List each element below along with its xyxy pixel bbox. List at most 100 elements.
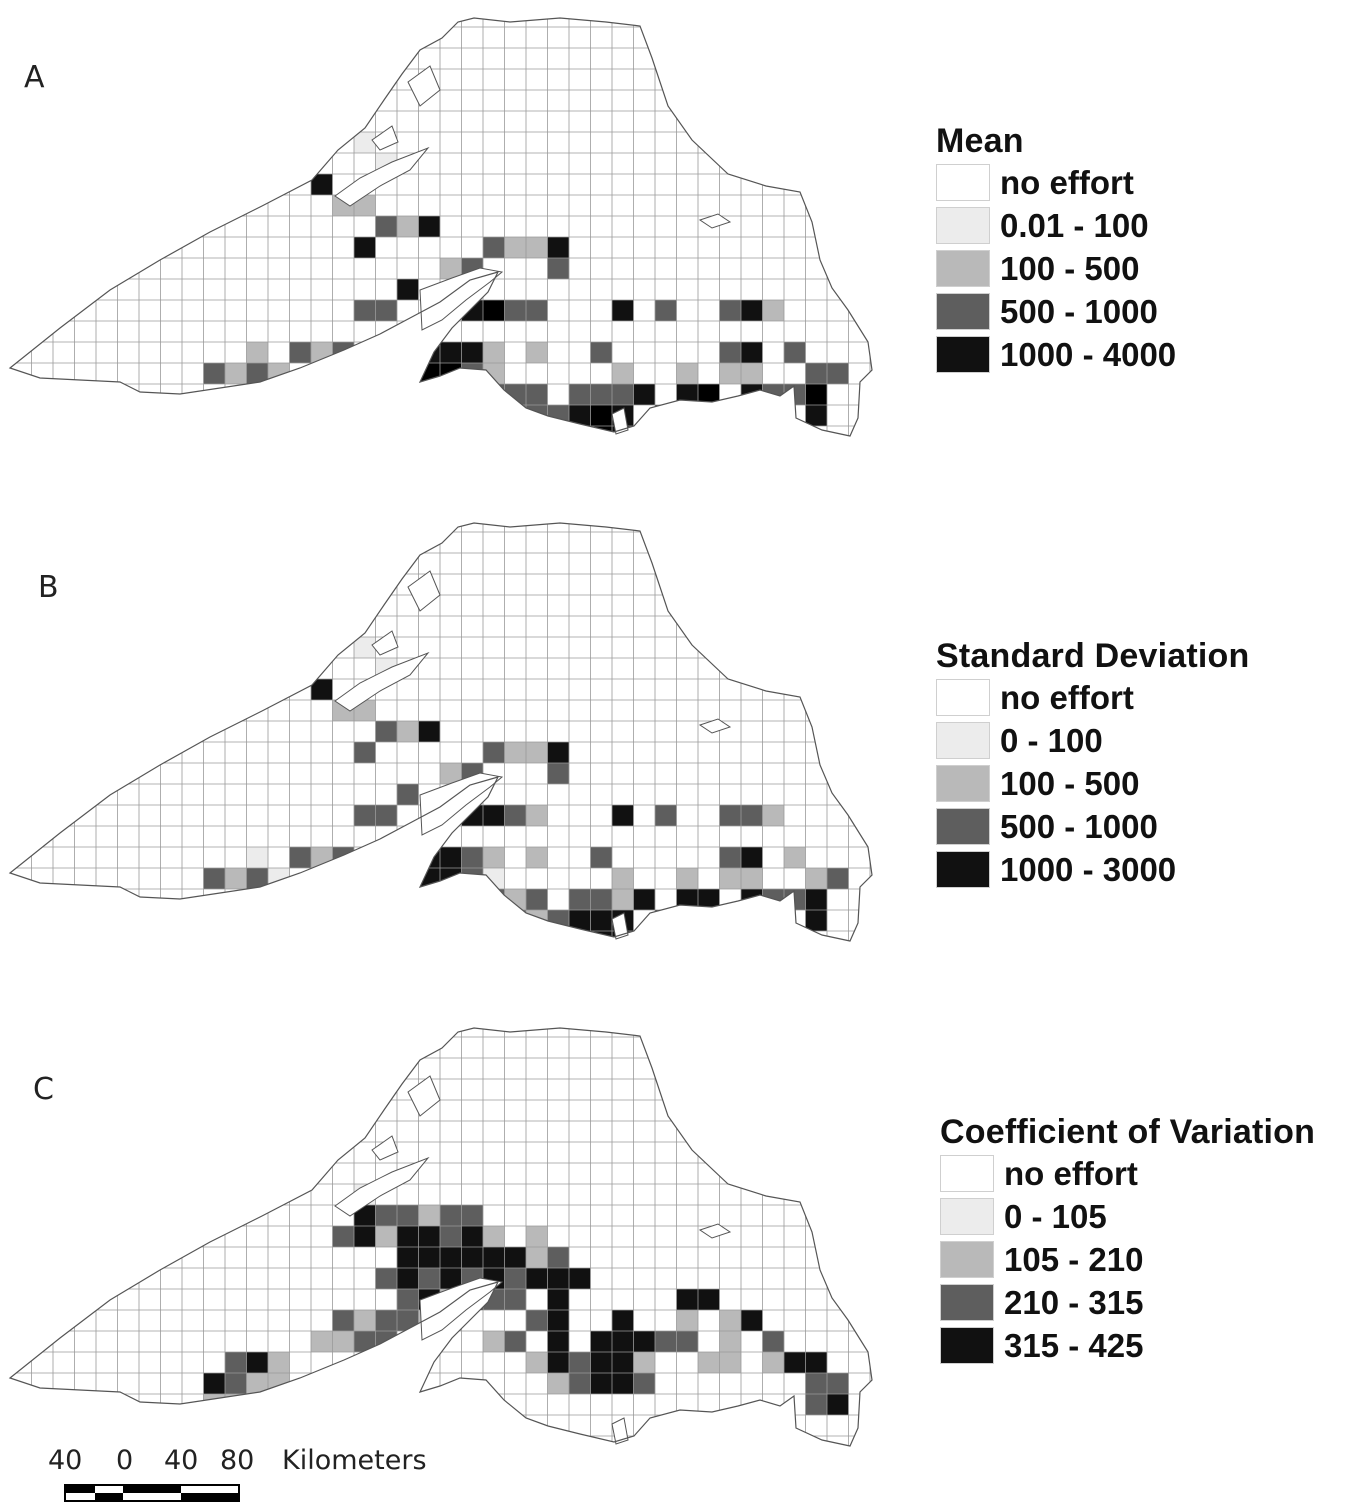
grid-cell: [805, 910, 827, 931]
grid-cell: [526, 910, 548, 931]
legend-label: no effort: [1000, 678, 1134, 716]
grid-cell: [547, 910, 569, 931]
grid-cell: [612, 1373, 634, 1394]
legend-label: no effort: [1004, 1154, 1138, 1192]
grid-cell: [547, 1310, 569, 1331]
scale-tick-label: 40: [164, 1445, 199, 1476]
grid-cell: [418, 868, 440, 889]
grid-cell: [741, 805, 763, 826]
grid-cell: [547, 1289, 569, 1310]
grid-cell: [827, 1373, 849, 1394]
grid-cell: [676, 405, 698, 426]
island-shape: [371, 1135, 399, 1161]
grid-cell: [655, 1331, 677, 1352]
panel-a-letter: A: [24, 60, 45, 95]
grid-cell: [719, 1352, 741, 1373]
grid-cell: [526, 405, 548, 426]
grid-cell: [633, 384, 655, 405]
grid-cell: [483, 847, 505, 868]
grid-cell: [418, 363, 440, 384]
grid-cell: [590, 1373, 612, 1394]
grid-cell: [225, 1352, 247, 1373]
grid-cell: [719, 805, 741, 826]
grid-cell: [698, 889, 720, 910]
legend-title: Standard Deviation: [936, 637, 1250, 675]
grid-cell: [698, 384, 720, 405]
island-shape: [371, 125, 399, 151]
grid-cell: [526, 742, 548, 763]
grid-cell: [526, 300, 548, 321]
grid-cell: [268, 1373, 290, 1394]
grid-cell: [354, 1310, 376, 1331]
grid-cell: [719, 300, 741, 321]
grid-cell: [655, 910, 677, 931]
grid-cell: [440, 868, 462, 889]
grid-cell: [332, 1331, 354, 1352]
grid-cell: [397, 1205, 419, 1226]
grid-cell: [612, 889, 634, 910]
legend-item: 500 - 1000: [936, 805, 1249, 848]
grid-cell: [569, 931, 591, 941]
grid-cell: [397, 279, 419, 300]
legend-label: 500 - 1000: [1000, 292, 1158, 330]
legend-label: 100 - 500: [1000, 764, 1140, 802]
grid-cell: [784, 1352, 806, 1373]
panel-c-letter: C: [33, 1072, 54, 1107]
grid-cell: [676, 889, 698, 910]
shoreline: [8, 17, 873, 437]
grid-cell: [311, 679, 333, 700]
grid-cell: [483, 742, 505, 763]
grid-cell: [375, 1331, 397, 1352]
legend-label: no effort: [1000, 163, 1134, 201]
legend-swatch: [936, 851, 990, 888]
grid-cell: [504, 1331, 526, 1352]
grid-cell: [741, 363, 763, 384]
legend-swatch: [936, 207, 990, 244]
grid-cell: [762, 1352, 784, 1373]
grid-cell: [246, 847, 268, 868]
grid-cell: [440, 342, 462, 363]
shoreline: [8, 1027, 873, 1447]
grid-cell: [504, 1289, 526, 1310]
grid-cell: [526, 426, 548, 436]
grid-cell: [268, 868, 290, 889]
grid-cell: [655, 405, 677, 426]
grid-cell: [698, 1352, 720, 1373]
island-shape: [698, 718, 732, 734]
grid-cell: [590, 1331, 612, 1352]
grid-cell: [504, 889, 526, 910]
grid-cell: [676, 910, 698, 931]
legend-swatch: [940, 1155, 994, 1192]
grid-cell: [612, 805, 634, 826]
legend-item: no effort: [940, 1152, 1315, 1195]
grid-cell: [289, 847, 311, 868]
island-shape: [698, 213, 732, 229]
grid-cell: [418, 342, 440, 363]
grid-cell: [418, 384, 440, 405]
legend-item: 1000 - 3000: [936, 848, 1249, 891]
scale-tick-label: 80: [220, 1445, 255, 1476]
grid-cell: [332, 342, 354, 363]
grid-cell: [612, 1331, 634, 1352]
grid-cell: [569, 1352, 591, 1373]
grid-cell: [375, 1205, 397, 1226]
grid-cell: [375, 1268, 397, 1289]
grid-cell: [354, 300, 376, 321]
grid-cell: [332, 1226, 354, 1247]
legend-coefficient-of-variation: Coefficient of Variation no effort 0 - 1…: [940, 1113, 1315, 1367]
legend-mean: Mean no effort 0.01 - 100 100 - 500 500 …: [936, 122, 1176, 376]
legend-title: Mean: [936, 122, 1024, 160]
grid-cell: [805, 1373, 827, 1394]
grid-cell: [655, 805, 677, 826]
lake-superior-map-standard-deviation: [8, 522, 873, 942]
grid-cell: [827, 1394, 849, 1415]
grid-cell: [311, 342, 333, 363]
grid-cell: [547, 237, 569, 258]
grid-cell: [397, 384, 419, 405]
legend-label: 210 - 315: [1004, 1283, 1144, 1321]
grid-cell: [440, 1268, 462, 1289]
grid-cell: [332, 616, 354, 637]
scale-frame: [64, 1484, 240, 1502]
legend-item: 0.01 - 100: [936, 204, 1176, 247]
grid-cell: [676, 868, 698, 889]
